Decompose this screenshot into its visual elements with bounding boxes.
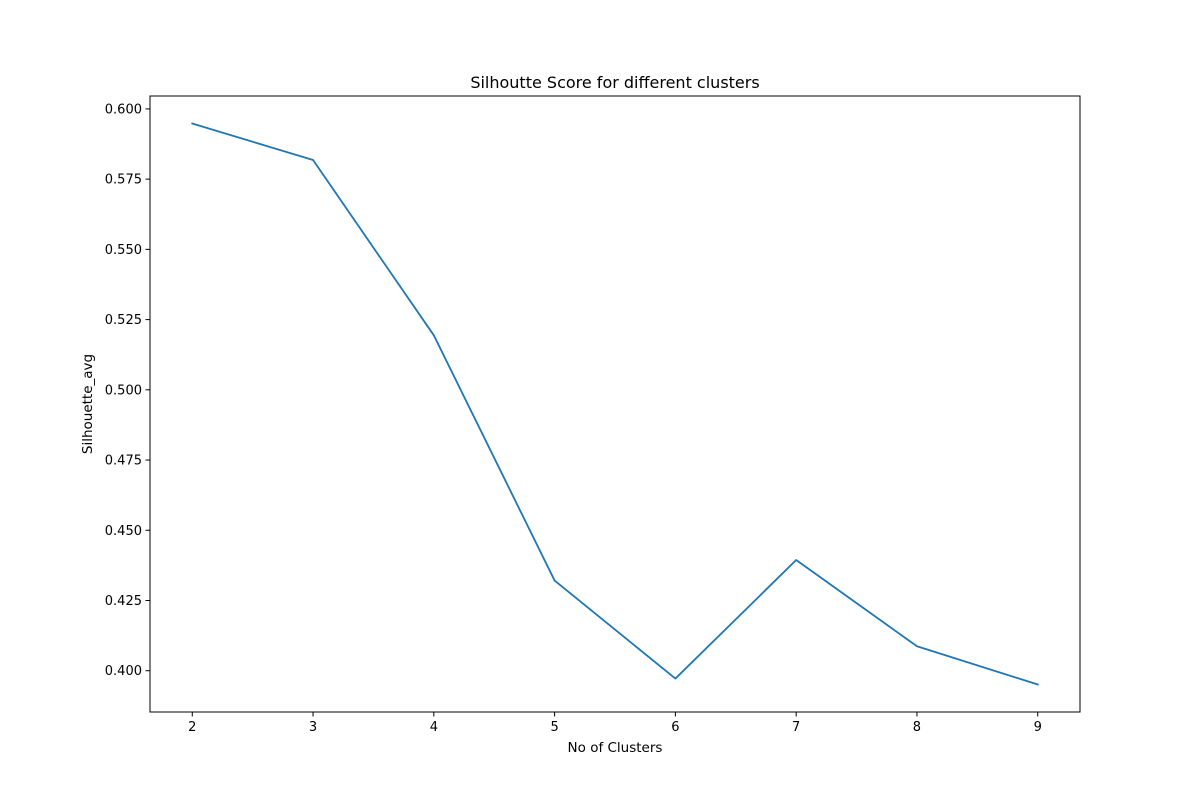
y-tick-label: 0.425 xyxy=(105,594,142,609)
x-axis-title: No of Clusters xyxy=(568,740,663,756)
y-tick-label: 0.475 xyxy=(105,454,142,469)
plot-frame xyxy=(149,95,1081,713)
y-tick-label: 0.500 xyxy=(105,383,142,398)
x-tick-label: 9 xyxy=(1034,720,1042,735)
y-axis-title: Silhouette_avg xyxy=(80,354,96,454)
chart-title: Silhoutte Score for different clusters xyxy=(470,73,759,92)
plot-area xyxy=(150,96,1080,712)
series-layer xyxy=(191,122,1039,686)
y-axis-ticks: 0.400 0.425 0.450 0.475 0.500 0.525 0.550 0.575… xyxy=(105,102,150,679)
x-tick-label: 5 xyxy=(550,720,558,735)
x-tick-label: 2 xyxy=(188,720,196,735)
y-tick-label: 0.600 xyxy=(105,102,142,117)
x-tick-label: 4 xyxy=(430,720,438,735)
series-line-0 xyxy=(191,122,1039,686)
y-tick-label: 0.575 xyxy=(105,173,142,188)
y-tick-label: 0.525 xyxy=(105,313,142,328)
y-tick-label: 0.400 xyxy=(105,664,142,679)
x-tick-label: 7 xyxy=(792,720,800,735)
x-axis-ticks: 2 3 4 5 6 7 8 9 xyxy=(188,712,1042,735)
y-tick-label: 0.450 xyxy=(105,524,142,539)
y-tick-label: 0.550 xyxy=(105,243,142,258)
x-tick-label: 3 xyxy=(309,720,317,735)
x-tick-label: 6 xyxy=(671,720,679,735)
x-tick-label: 8 xyxy=(913,720,921,735)
